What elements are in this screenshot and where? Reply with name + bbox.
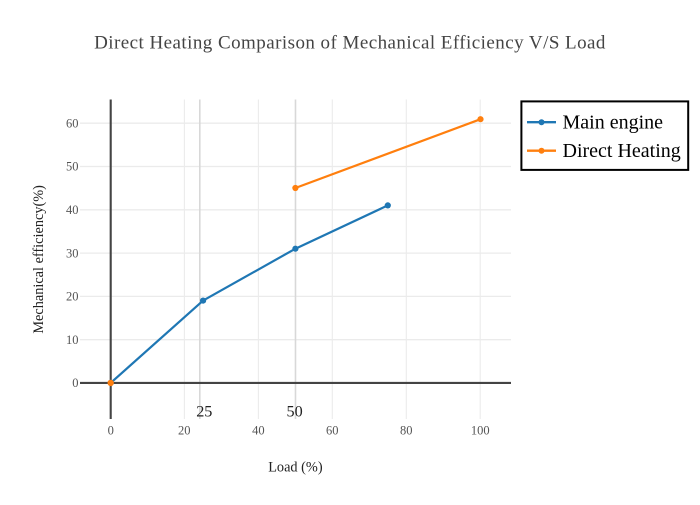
svg-text:40: 40 [252, 423, 265, 437]
svg-text:10: 10 [66, 333, 79, 347]
svg-text:60: 60 [66, 116, 79, 130]
svg-text:25: 25 [196, 402, 212, 420]
svg-text:60: 60 [326, 423, 339, 437]
svg-text:30: 30 [66, 246, 79, 260]
svg-text:Direct Heating: Direct Heating [563, 140, 681, 162]
svg-text:100: 100 [471, 423, 490, 437]
svg-text:Main engine: Main engine [563, 112, 664, 134]
svg-text:80: 80 [400, 423, 413, 437]
svg-text:Load (%): Load (%) [268, 459, 323, 475]
svg-text:50: 50 [66, 160, 79, 174]
svg-text:20: 20 [66, 290, 79, 304]
svg-text:Direct Heating Comparison of M: Direct Heating Comparison of Mechanical … [94, 32, 606, 53]
svg-text:Mechanical efficiency(%): Mechanical efficiency(%) [31, 185, 47, 334]
svg-text:40: 40 [66, 203, 79, 217]
svg-text:0: 0 [72, 376, 78, 390]
svg-text:20: 20 [178, 423, 191, 437]
svg-text:50: 50 [287, 402, 303, 420]
svg-text:0: 0 [108, 423, 114, 437]
